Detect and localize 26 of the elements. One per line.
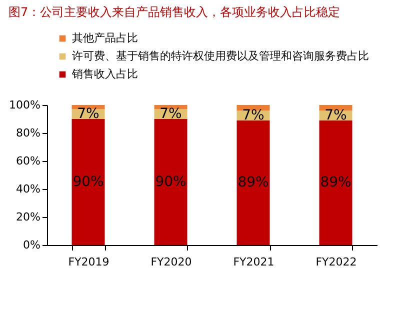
- bar: [72, 119, 105, 245]
- legend-label: 许可费、基于销售的特许权使用费以及管理和咨询服务费占比: [72, 50, 369, 62]
- legend-label: 其他产品占比: [72, 32, 138, 44]
- data-label: 89%: [238, 174, 269, 191]
- chart-title: 图7：公司主要收入来自产品销售收入，各项业务收入占比稳定: [8, 5, 340, 19]
- data-label: 90%: [155, 174, 186, 190]
- data-label: 7%: [242, 108, 264, 124]
- x-tick-label: FY2020: [150, 256, 192, 268]
- data-label: 90%: [72, 174, 104, 190]
- y-tick-label: 60%: [16, 154, 40, 168]
- y-tick-label: 40%: [16, 182, 40, 196]
- data-label: 89%: [320, 174, 352, 191]
- y-tick-label: 80%: [16, 126, 40, 140]
- y-tick-label: 0%: [23, 238, 40, 252]
- bar: [236, 120, 270, 245]
- legend-label: 销售收入占比: [71, 68, 138, 80]
- bar: [319, 120, 352, 245]
- data-label: 7%: [160, 106, 182, 122]
- data-label: 7%: [77, 106, 100, 122]
- bar: [154, 119, 188, 245]
- data-label: 7%: [324, 108, 347, 124]
- y-tick-label: 100%: [9, 98, 40, 112]
- x-tick-label: FY2019: [68, 256, 110, 268]
- y-tick-label: 20%: [16, 210, 40, 224]
- x-tick-label: FY2021: [233, 256, 274, 268]
- x-tick-label: FY2022: [316, 256, 357, 268]
